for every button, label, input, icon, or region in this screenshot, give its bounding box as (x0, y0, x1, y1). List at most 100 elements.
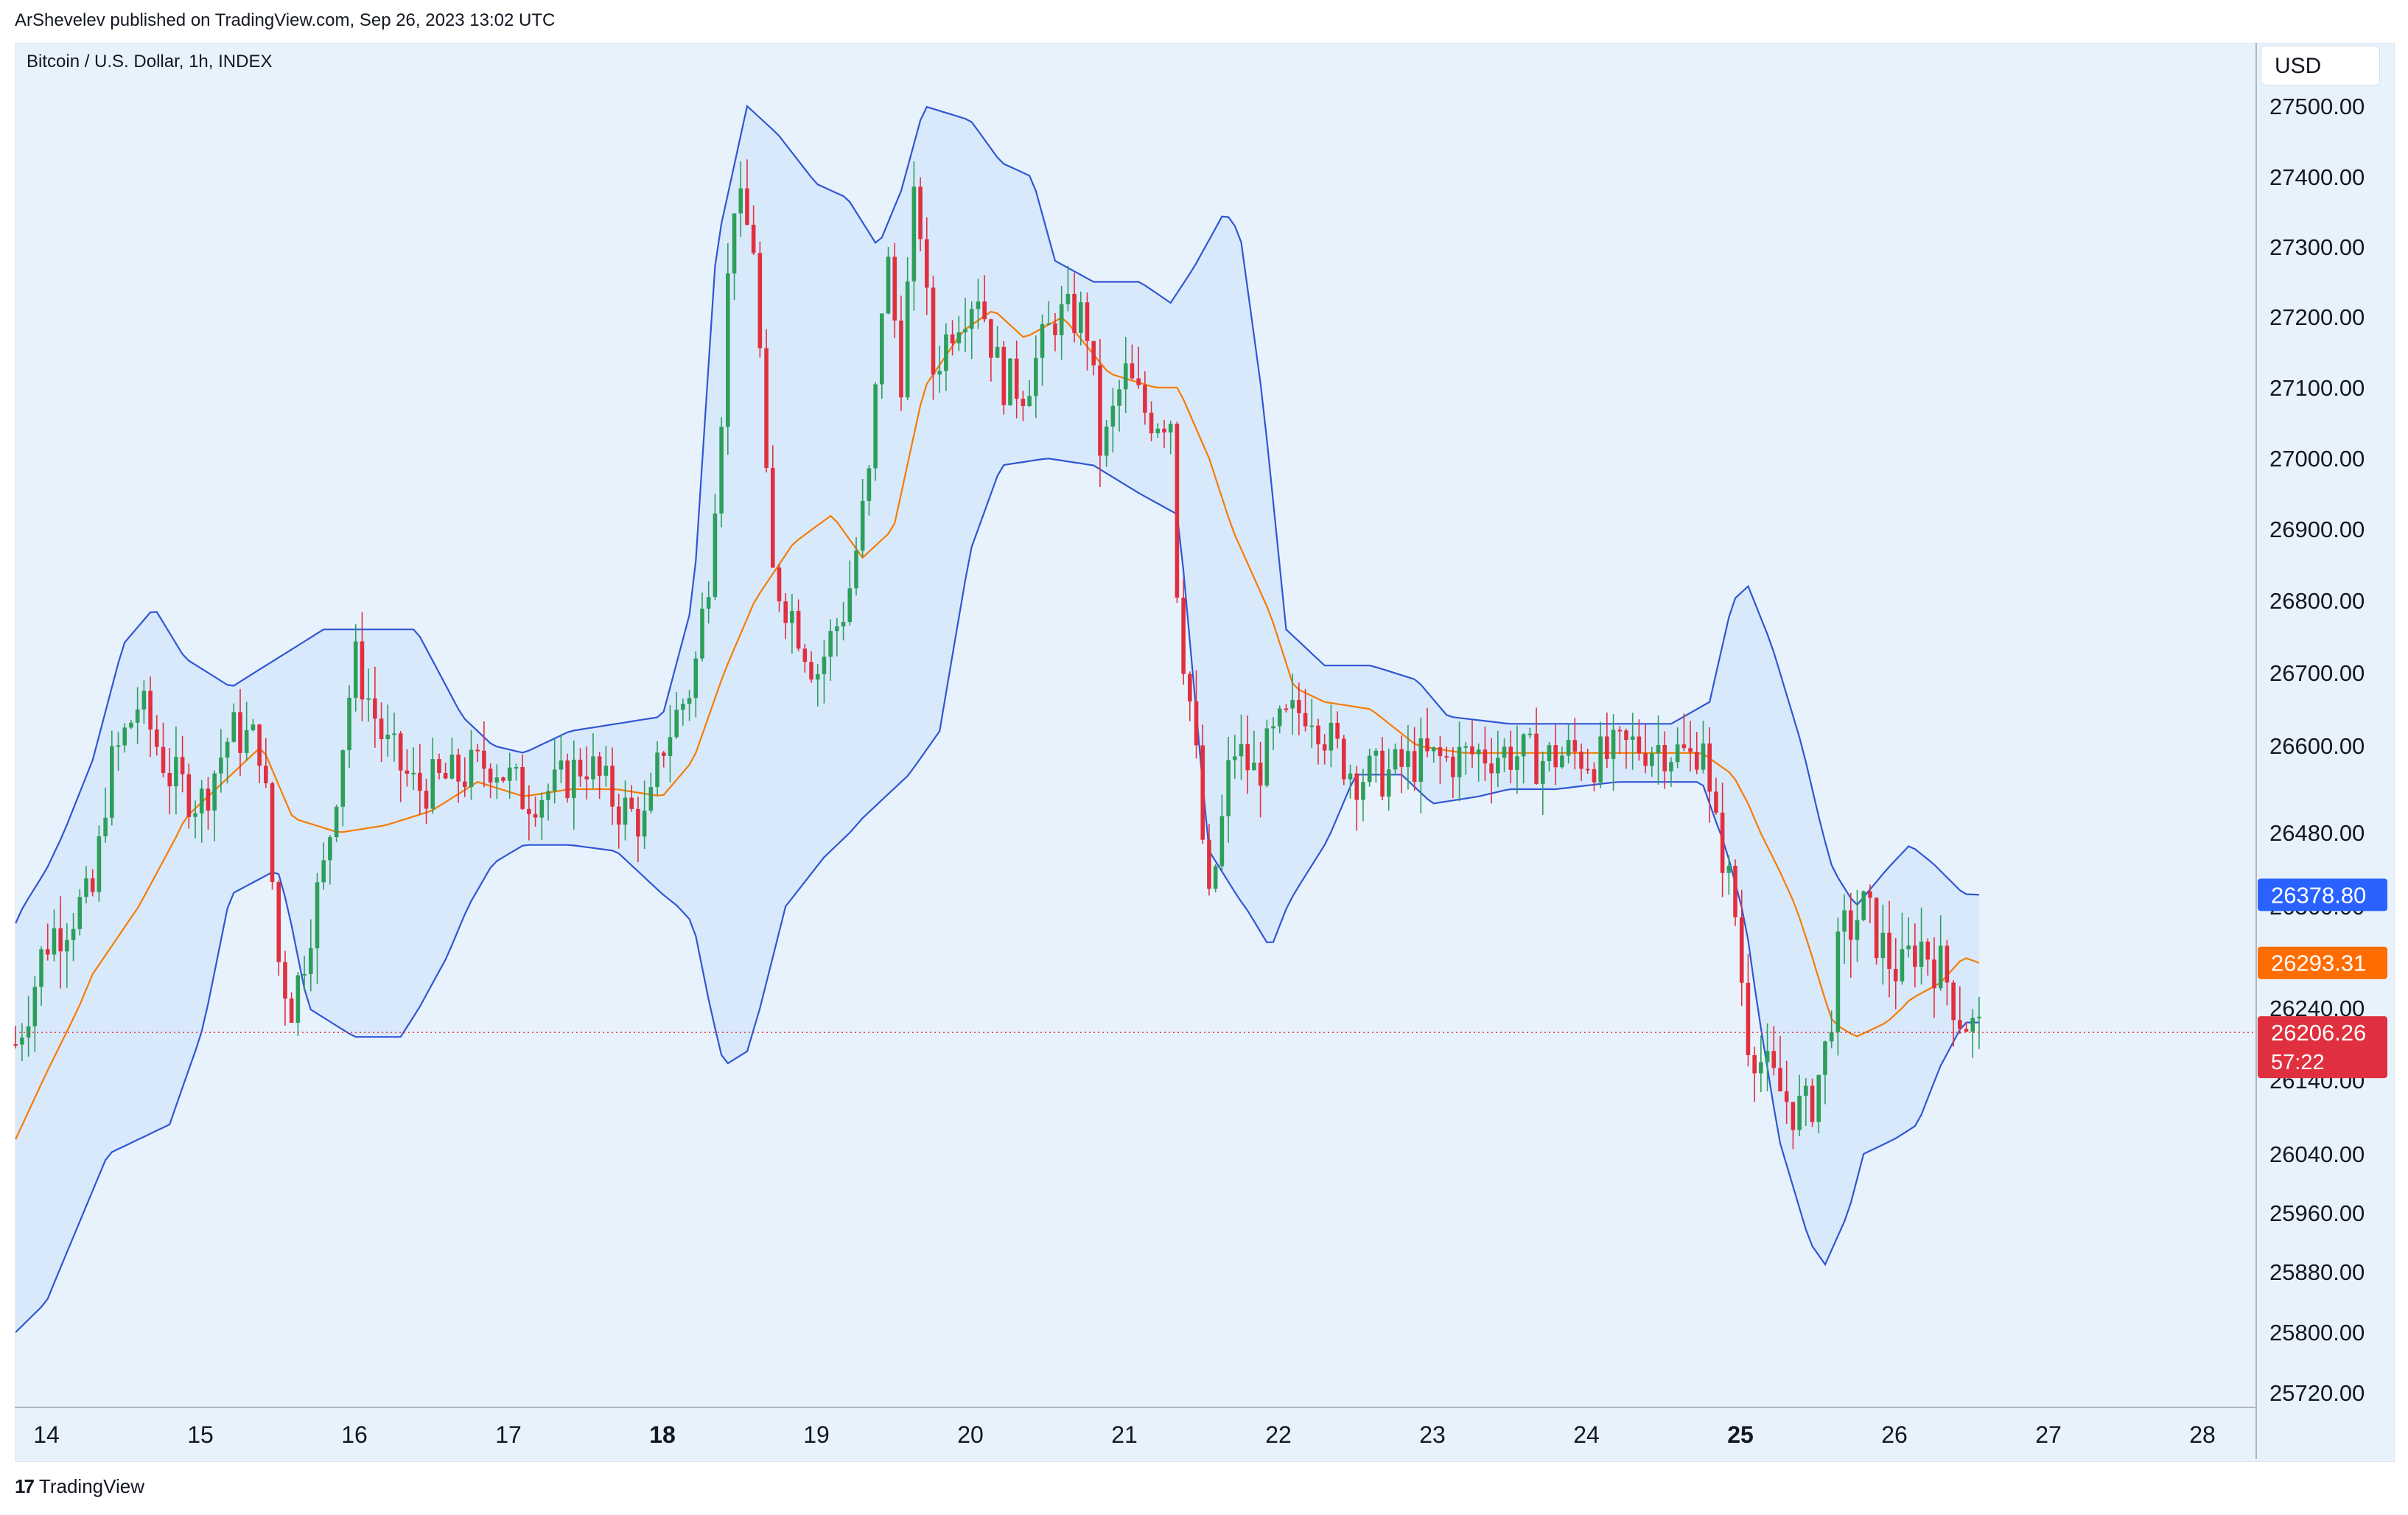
candle-body (636, 808, 640, 837)
candle-body (1784, 1091, 1789, 1102)
candle-body (610, 766, 615, 807)
candle-body (1457, 746, 1462, 777)
candle-body (1162, 428, 1166, 433)
candle-body (1598, 736, 1603, 783)
candle-body (1977, 1016, 1981, 1018)
candle-body (1290, 700, 1295, 709)
last-price-countdown-text: 57:22 (2271, 1051, 2325, 1074)
candle-body (1707, 743, 1712, 792)
candle-body (219, 758, 223, 774)
candle-body (161, 746, 166, 773)
candle-body (32, 987, 38, 1026)
candle-body (1483, 749, 1488, 764)
candle-body (1804, 1085, 1808, 1096)
basis-label-text: 26293.31 (2271, 951, 2366, 976)
candle-body (1572, 740, 1578, 752)
candle-body (1207, 839, 1211, 889)
candle-body (334, 806, 339, 838)
candle-body (1168, 424, 1173, 433)
candle-body (212, 773, 217, 811)
candle-body (1418, 738, 1424, 782)
candle-body (648, 787, 654, 811)
candle-body (1200, 745, 1205, 840)
candle-body (1194, 701, 1199, 746)
candle-body (982, 301, 987, 320)
candle-body (1643, 753, 1648, 766)
candle-body (206, 788, 211, 811)
candle-body (507, 767, 512, 781)
candle-body (1034, 357, 1038, 396)
candle-body (783, 601, 788, 623)
candle-body (687, 698, 692, 704)
candle-body (430, 759, 435, 809)
candle-body (1284, 708, 1289, 710)
footer-brand[interactable]: 17 TradingView (15, 1475, 144, 1498)
candle-body (167, 772, 172, 787)
candle-body (1630, 736, 1635, 741)
candle-body (379, 718, 384, 739)
candle-body (790, 611, 794, 623)
candle-body (443, 772, 448, 779)
candle-body (1451, 756, 1455, 777)
candle-body (1848, 910, 1853, 940)
candle-body (578, 760, 583, 777)
candle-body (141, 690, 147, 710)
candle-body (1617, 729, 1623, 732)
candle-body (1053, 323, 1057, 335)
candle-body (1444, 756, 1449, 758)
upper-band-label-text: 26378.80 (2271, 882, 2366, 908)
candle-body (950, 334, 955, 343)
candle-body (520, 766, 525, 809)
candle-body (956, 332, 962, 343)
candle-body (924, 239, 929, 288)
candle-body (1835, 931, 1841, 1032)
candle-body (1181, 598, 1186, 674)
candle-body (527, 808, 531, 814)
candle-body (1592, 769, 1597, 783)
candle-body (899, 321, 903, 398)
candle-body (1252, 762, 1256, 771)
candle-body (860, 500, 865, 551)
candle-body (751, 225, 756, 253)
candle-body (918, 186, 923, 239)
candle-body (1136, 378, 1141, 385)
candle-body (411, 772, 416, 774)
candle-body (1438, 747, 1443, 757)
candle-body (116, 745, 121, 747)
candle-body (110, 746, 114, 818)
candle-body (1123, 363, 1128, 390)
candle-body (289, 998, 294, 1024)
candle-body (462, 781, 467, 788)
candle-body (398, 733, 403, 771)
candle-body (533, 814, 538, 818)
candle-body (129, 722, 133, 728)
currency-selector[interactable]: USD (2261, 46, 2380, 85)
y-tick-label: 27400.00 (2269, 164, 2365, 190)
candle-body (1361, 782, 1365, 800)
candle-body (482, 750, 486, 769)
candle-body (828, 631, 833, 657)
candle-body (931, 287, 936, 375)
candle-body (1380, 750, 1385, 797)
candle-body (1245, 743, 1250, 771)
candle-body (1521, 734, 1526, 757)
candle-body (1720, 812, 1725, 873)
candle-body (1778, 1068, 1782, 1091)
candle-body (1399, 749, 1404, 767)
price-labels: 26378.80 26293.31 26206.26 57:22 (2258, 878, 2387, 1079)
candle-body (1675, 744, 1680, 763)
x-tick-label: 26 (1881, 1421, 1908, 1448)
candle-body (757, 253, 763, 349)
candle-body (1887, 932, 1891, 969)
candle-body (1489, 763, 1494, 774)
candle-body (13, 1044, 18, 1046)
tradingview-logo-icon: 17 (15, 1475, 35, 1497)
candle-body (251, 724, 256, 730)
candle-body (244, 729, 249, 753)
candle-body (1688, 748, 1693, 752)
candle-body (815, 673, 820, 680)
candle-body (238, 712, 242, 753)
candle-body (180, 757, 185, 774)
last-price-label-text: 26206.26 (2271, 1020, 2366, 1046)
